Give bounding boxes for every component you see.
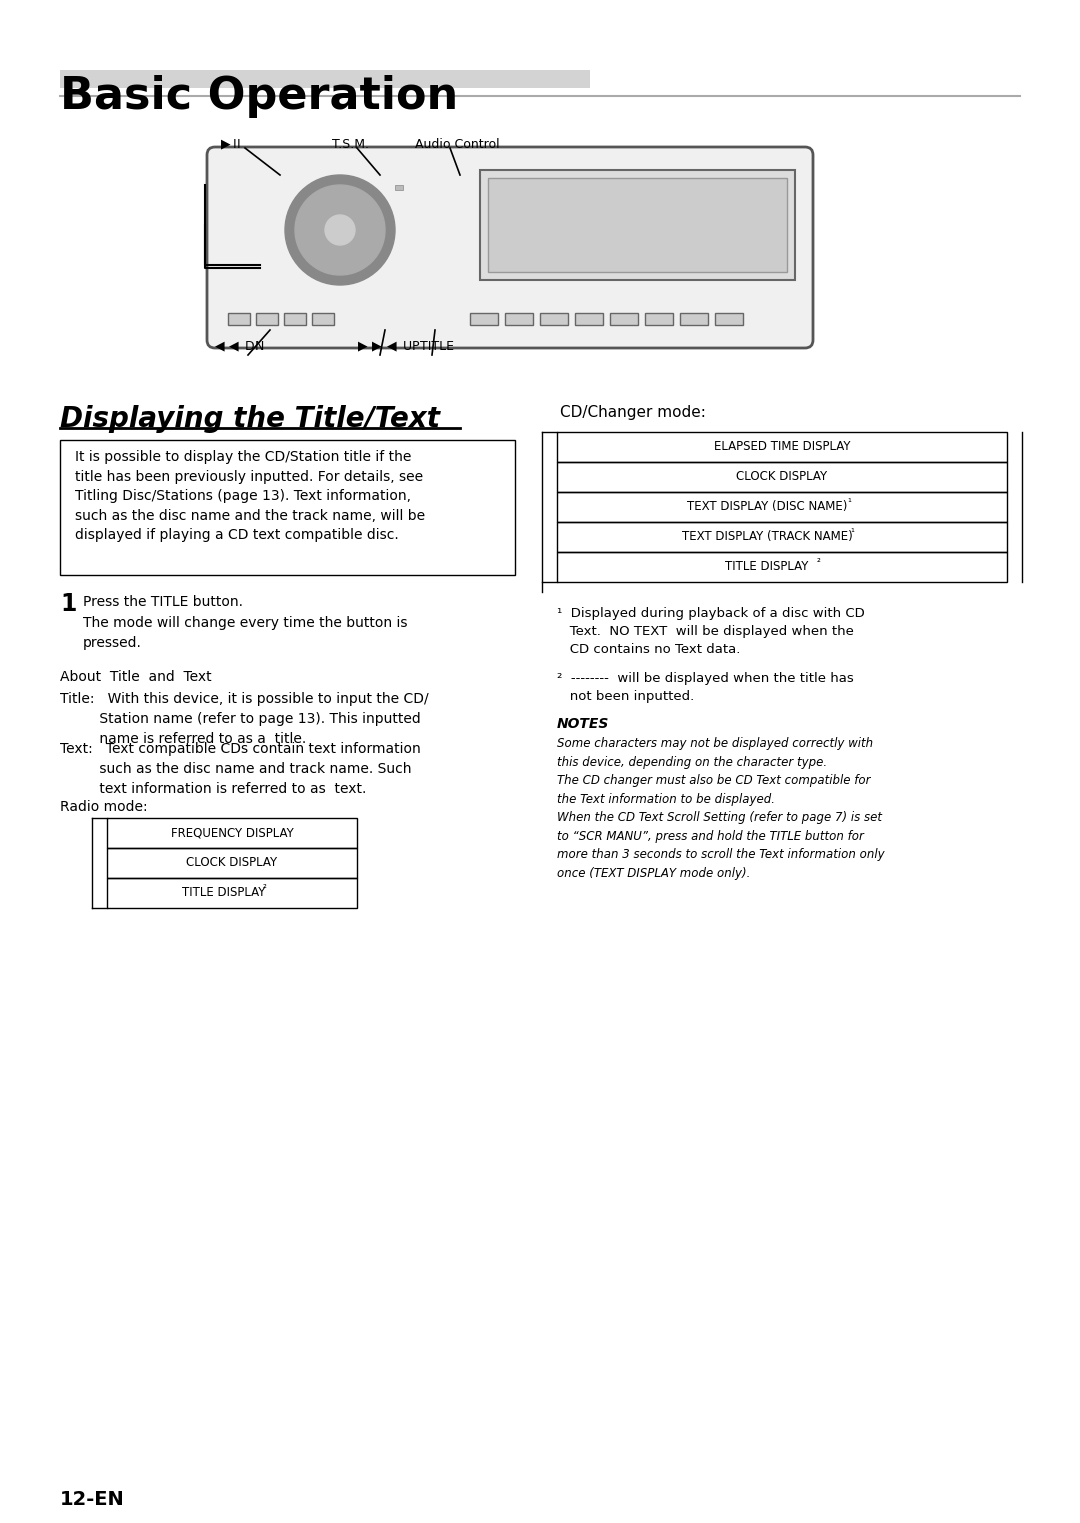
Bar — [470, 314, 498, 324]
Bar — [540, 314, 568, 324]
Text: It is possible to display the CD/Station title if the
title has been previously : It is possible to display the CD/Station… — [75, 449, 426, 542]
Bar — [60, 440, 515, 576]
Bar — [557, 461, 1007, 492]
Text: ELAPSED TIME DISPLAY: ELAPSED TIME DISPLAY — [714, 440, 850, 452]
Bar — [505, 314, 534, 324]
Text: $\blacktriangleleft\blacktriangleleft$ DN: $\blacktriangleleft\blacktriangleleft$ D… — [212, 340, 265, 355]
Text: FREQUENCY DISPLAY: FREQUENCY DISPLAY — [171, 825, 294, 839]
Text: NOTES: NOTES — [557, 717, 609, 731]
Bar — [610, 314, 638, 324]
Text: Title:   With this device, it is possible to input the CD/
         Station name: Title: With this device, it is possible … — [60, 691, 429, 746]
Bar — [575, 314, 603, 324]
Text: ¹: ¹ — [848, 498, 851, 509]
Circle shape — [295, 184, 384, 276]
Text: Some characters may not be displayed correctly with
this device, depending on th: Some characters may not be displayed cor… — [557, 737, 885, 879]
Text: 1: 1 — [60, 592, 77, 615]
Text: ²  --------  will be displayed when the title has
   not been inputted.: ² -------- will be displayed when the ti… — [557, 672, 854, 704]
Text: ²: ² — [262, 883, 267, 894]
Text: TITLE DISPLAY: TITLE DISPLAY — [726, 560, 809, 573]
Text: 12-EN: 12-EN — [60, 1489, 125, 1509]
Text: TITLE DISPLAY: TITLE DISPLAY — [183, 886, 266, 899]
Bar — [557, 433, 1007, 461]
Bar — [60, 70, 590, 88]
Text: $\blacktriangleright$II: $\blacktriangleright$II — [218, 139, 241, 152]
Text: ¹  Displayed during playback of a disc with CD
   Text.  NO TEXT  will be displa: ¹ Displayed during playback of a disc wi… — [557, 608, 865, 656]
Text: Text:   Text compatible CDs contain text information
         such as the disc n: Text: Text compatible CDs contain text i… — [60, 742, 421, 797]
Bar — [395, 184, 403, 190]
Bar — [107, 848, 357, 877]
Bar — [107, 818, 357, 848]
Bar — [256, 314, 278, 324]
Bar — [107, 877, 357, 908]
Text: About  Title  and  Text: About Title and Text — [60, 670, 212, 684]
Bar — [480, 171, 795, 280]
Bar — [557, 551, 1007, 582]
Text: TEXT DISPLAY (TRACK NAME): TEXT DISPLAY (TRACK NAME) — [681, 530, 852, 544]
Text: ²: ² — [816, 557, 821, 568]
Bar — [557, 522, 1007, 551]
Text: Displaying the Title/Text: Displaying the Title/Text — [60, 405, 440, 433]
Text: TITLE: TITLE — [420, 340, 454, 353]
Text: ¹: ¹ — [850, 528, 854, 538]
Bar — [228, 314, 249, 324]
Bar — [680, 314, 708, 324]
Text: Basic Operation: Basic Operation — [60, 75, 458, 117]
Text: CLOCK DISPLAY: CLOCK DISPLAY — [187, 856, 278, 870]
Bar — [284, 314, 306, 324]
Bar — [645, 314, 673, 324]
Circle shape — [325, 215, 355, 245]
Text: $\blacktriangleright\blacktriangleright\blacktriangleleft$ UP: $\blacktriangleright\blacktriangleright\… — [355, 340, 420, 355]
Text: Press the TITLE button.
The mode will change every time the button is
pressed.: Press the TITLE button. The mode will ch… — [83, 595, 407, 650]
Bar — [557, 492, 1007, 522]
Bar — [488, 178, 787, 273]
Text: CLOCK DISPLAY: CLOCK DISPLAY — [737, 471, 827, 483]
Bar — [312, 314, 334, 324]
Text: Radio mode:: Radio mode: — [60, 800, 148, 813]
Text: TEXT DISPLAY (DISC NAME): TEXT DISPLAY (DISC NAME) — [687, 500, 847, 513]
Circle shape — [285, 175, 395, 285]
FancyBboxPatch shape — [207, 148, 813, 347]
Text: Audio Control: Audio Control — [415, 139, 500, 151]
Bar — [715, 314, 743, 324]
Text: T.S.M.: T.S.M. — [332, 139, 369, 151]
Text: CD/Changer mode:: CD/Changer mode: — [561, 405, 706, 420]
